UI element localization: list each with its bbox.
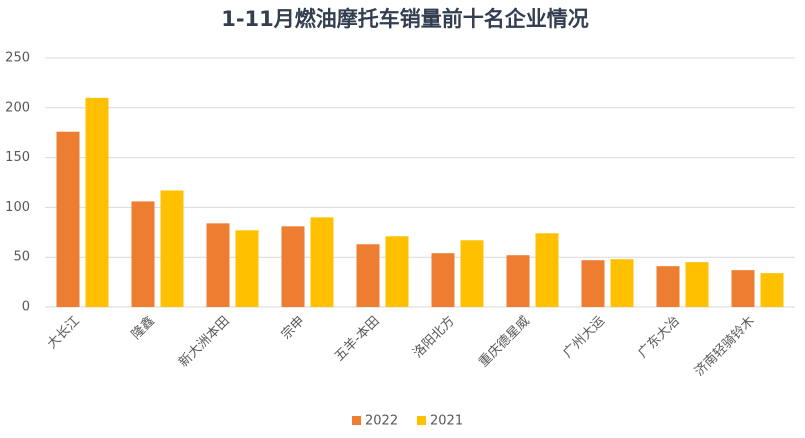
bar (281, 226, 305, 307)
bar (131, 201, 155, 307)
y-tick-label: 200 (5, 100, 30, 115)
bar (56, 131, 80, 307)
bar (685, 262, 709, 307)
bar (731, 270, 755, 307)
x-tick-label: 隆鑫 (128, 313, 158, 343)
bar (581, 260, 605, 307)
x-tick-label: 济南轻骑铃木 (691, 313, 757, 379)
legend-swatch (417, 416, 426, 425)
bar (506, 255, 530, 307)
bar (385, 236, 409, 307)
x-tick-label: 宗申 (278, 313, 308, 343)
x-tick-label: 新大洲本田 (176, 313, 233, 370)
legend-label: 2021 (430, 414, 463, 429)
legend-label: 2022 (365, 414, 398, 429)
bar (535, 233, 559, 307)
bar (656, 266, 680, 307)
bar (431, 253, 455, 307)
bar (610, 259, 634, 307)
y-tick-label: 150 (5, 150, 30, 165)
bar (235, 230, 259, 307)
bar (310, 217, 334, 307)
y-tick-label: 100 (5, 200, 30, 215)
bar (356, 244, 380, 307)
bar (460, 240, 484, 307)
y-tick-label: 0 (22, 300, 30, 315)
x-tick-label: 广东大冶 (635, 314, 682, 361)
bar (85, 97, 109, 307)
x-tick-label: 重庆德星威 (476, 313, 533, 370)
chart-title: 1-11月燃油摩托车销量前十名企业情况 (221, 7, 589, 31)
x-tick-label: 五羊-本田 (331, 313, 382, 364)
x-tick-label: 广州大运 (560, 314, 607, 361)
bar (160, 190, 184, 307)
y-tick-label: 250 (5, 51, 30, 66)
x-tick-label: 洛阳北方 (410, 313, 458, 361)
x-tick-label: 大长江 (45, 314, 83, 352)
y-tick-label: 50 (13, 250, 30, 265)
legend-swatch (352, 416, 361, 425)
bar (760, 273, 784, 307)
bar (206, 223, 230, 307)
